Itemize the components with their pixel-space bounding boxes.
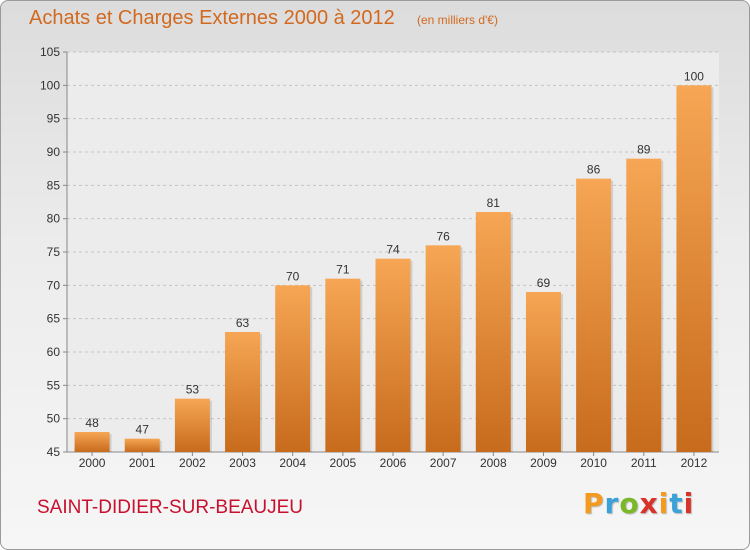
bar	[626, 158, 662, 452]
data-label: 86	[587, 163, 601, 177]
bar	[275, 285, 311, 452]
x-tick-label: 2010	[580, 456, 607, 470]
logo-letter: P	[583, 487, 605, 520]
data-label: 71	[336, 263, 350, 277]
y-tick-label: 75	[47, 245, 61, 259]
x-tick-label: 2001	[129, 456, 156, 470]
y-tick-label: 90	[47, 145, 61, 159]
data-label: 74	[386, 243, 400, 257]
data-label: 89	[637, 143, 651, 157]
chart-subtitle: (en milliers d'€)	[417, 13, 498, 27]
bar	[676, 85, 712, 452]
data-label: 47	[136, 423, 150, 437]
logo-letter: i	[683, 487, 695, 520]
x-tick-label: 2007	[430, 456, 457, 470]
y-tick-label: 80	[47, 212, 61, 226]
logo-letter: o	[619, 487, 640, 520]
x-tick-label: 2012	[681, 456, 708, 470]
x-tick-label: 2005	[329, 456, 356, 470]
bar	[425, 245, 461, 452]
x-tick-label: 2002	[179, 456, 206, 470]
x-tick-label: 2006	[380, 456, 407, 470]
y-tick-label: 60	[47, 345, 61, 359]
y-tick-label: 55	[47, 378, 61, 392]
proxiti-logo: Proxiti	[583, 487, 694, 520]
data-label: 69	[537, 276, 551, 290]
x-tick-label: 2003	[229, 456, 256, 470]
bar	[225, 332, 261, 452]
logo-letter: r	[604, 487, 620, 520]
x-tick-label: 2000	[79, 456, 106, 470]
bar	[325, 278, 361, 452]
y-tick-label: 65	[47, 312, 61, 326]
x-tick-label: 2011	[631, 456, 657, 470]
bar	[74, 432, 110, 452]
data-label: 100	[684, 69, 704, 83]
logo-letter: i	[658, 487, 670, 520]
data-label: 81	[487, 196, 501, 210]
x-tick-label: 2004	[279, 456, 306, 470]
logo-letter: t	[669, 487, 684, 520]
chart-title: Achats et Charges Externes 2000 à 2012	[29, 7, 395, 29]
bar	[525, 292, 561, 452]
bar	[174, 398, 210, 452]
bar	[375, 258, 411, 452]
data-label: 70	[286, 269, 300, 283]
commune-name: SAINT-DIDIER-SUR-BEAUJEU	[37, 497, 304, 518]
logo-letter: x	[639, 487, 659, 520]
data-label: 63	[236, 316, 250, 330]
y-tick-label: 45	[47, 445, 61, 459]
x-tick-label: 2008	[480, 456, 507, 470]
x-tick-label: 2009	[530, 456, 557, 470]
y-tick-label: 95	[47, 112, 61, 126]
y-tick-label: 105	[40, 45, 60, 59]
bar	[124, 438, 160, 452]
data-label: 76	[436, 229, 450, 243]
y-tick-label: 70	[47, 278, 61, 292]
data-label: 48	[85, 416, 99, 430]
bar	[576, 178, 612, 452]
bar	[475, 212, 511, 452]
data-label: 53	[186, 383, 200, 397]
y-tick-label: 100	[40, 78, 60, 92]
y-tick-label: 85	[47, 178, 61, 192]
y-tick-label: 50	[47, 412, 61, 426]
